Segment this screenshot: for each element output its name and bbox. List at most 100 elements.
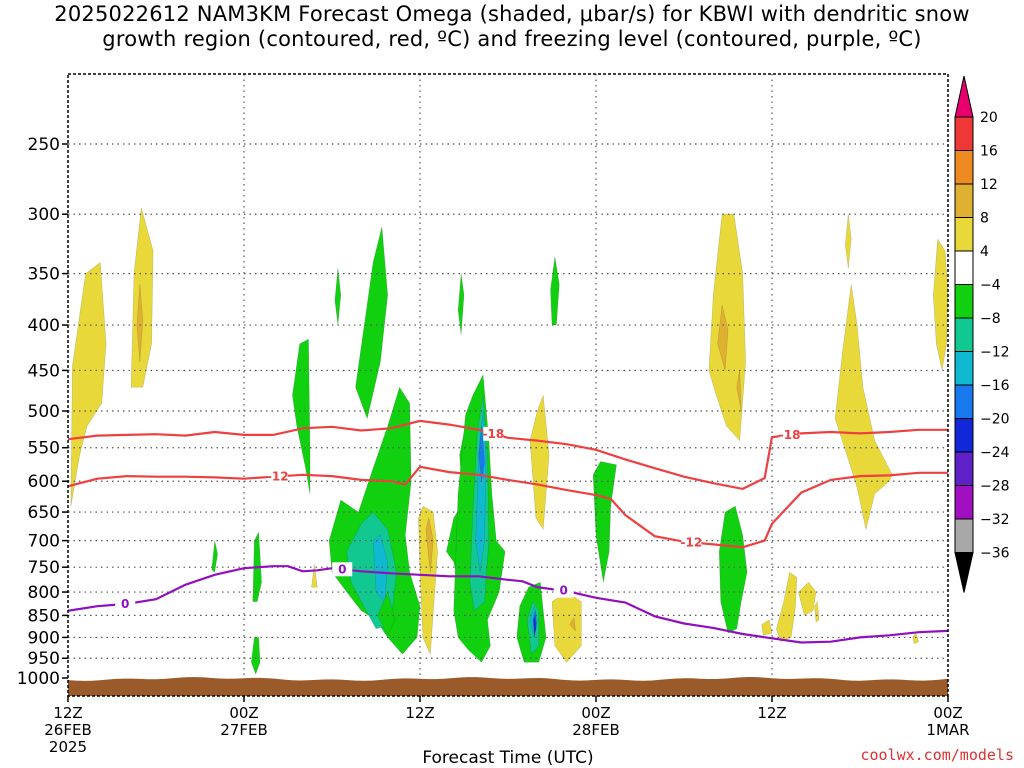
omega-region-13	[377, 591, 396, 636]
terrain-ground	[68, 677, 948, 696]
colorbar-label: −12	[980, 345, 1010, 361]
colorbar-label: −28	[980, 479, 1010, 495]
omega-region-2	[136, 284, 144, 362]
contour-label-bg	[332, 562, 353, 577]
y-tick-label: 900	[28, 628, 60, 648]
omega-region-40	[814, 600, 820, 623]
omega-region-28	[533, 615, 537, 636]
colorbar-box	[954, 518, 974, 553]
x-tick-label: 12Z	[405, 704, 434, 722]
omega-region-6	[311, 564, 318, 588]
colorbar-box	[954, 351, 974, 386]
y-tick-label: 800	[28, 583, 60, 603]
omega-region-30	[569, 617, 576, 632]
colorbar-label: −36	[980, 546, 1010, 562]
colorbar-box	[954, 384, 974, 419]
colorbar-box	[954, 183, 974, 218]
omega-region-39	[798, 582, 817, 616]
pressure-axis: 2503003504004505005506006507007508008509…	[17, 135, 68, 689]
plot-background	[68, 74, 948, 696]
omega-region-8	[334, 268, 342, 326]
y-tick-label: 500	[28, 402, 60, 422]
omega-region-34	[717, 305, 729, 371]
colorbar-box	[954, 284, 974, 319]
contour-label-bg	[267, 469, 288, 484]
colorbar-label: −8	[980, 311, 1001, 327]
colorbar-box	[954, 451, 974, 486]
y-tick-label: 700	[28, 532, 60, 552]
contour-label-dendritic: -18	[482, 427, 504, 441]
x-tick-label: 00Z	[581, 704, 610, 722]
x-tick-label: 12Z	[53, 704, 82, 722]
x-axis-title: Forecast Time (UTC)	[422, 748, 593, 768]
ground-strip	[68, 677, 948, 696]
omega-region-36	[718, 505, 748, 634]
omega-region-38	[776, 571, 798, 642]
x-tick-label: 26FEB	[44, 721, 91, 739]
x-tick-label: 1MAR	[926, 721, 969, 739]
x-tick-label: 27FEB	[220, 721, 267, 739]
y-tick-label: 600	[28, 472, 60, 492]
colorbar-label: 16	[980, 144, 998, 160]
contour-label-dendritic: -12	[680, 535, 702, 549]
colorbar-box	[954, 485, 974, 520]
colorbar-box	[954, 150, 974, 185]
y-tick-label: 1000	[17, 669, 60, 689]
x-tick-label: 2025	[49, 738, 87, 756]
y-tick-label: 550	[28, 439, 60, 459]
contour-label-freezing: 0	[121, 597, 129, 611]
colorbar-label: 12	[980, 177, 998, 193]
omega-region-22	[478, 426, 485, 482]
y-tick-label: 250	[28, 135, 60, 155]
omega-region-15	[425, 517, 434, 573]
y-tick-label: 750	[28, 558, 60, 578]
x-tick-label: 28FEB	[572, 721, 619, 739]
colorbar: 20 16 12 8 4 −4 −8 −12 −16 −20 −24 −28 −32 −36	[954, 75, 1010, 593]
freezing-contour-0	[68, 565, 948, 644]
contour-label-dendritic: -18	[779, 428, 801, 442]
omega-region-12	[372, 534, 388, 603]
y-tick-label: 400	[28, 316, 60, 336]
colorbar-box	[954, 317, 974, 352]
colorbar-label: −32	[980, 512, 1010, 528]
contour-label-bg	[779, 427, 800, 442]
contour-label-freezing: 0	[338, 562, 346, 576]
y-tick-label: 450	[28, 361, 60, 381]
chart-title: 2025022612 NAM3KM Forecast Omega (shaded…	[0, 2, 1024, 52]
colorbar-label: 20	[980, 110, 998, 126]
credit-text: coolwx.com/models	[860, 746, 1014, 764]
contour-label-freezing: 0	[560, 584, 568, 598]
plot-border	[67, 73, 949, 697]
gridlines	[68, 74, 948, 678]
omega-region-32	[592, 461, 617, 583]
contour-lines: -18 -18 -12 -12 0 0 0	[68, 419, 948, 644]
y-tick-label: 850	[28, 606, 60, 626]
omega-region-9	[355, 226, 388, 420]
chart-title-line2: growth region (contoured, red, ºC) and f…	[102, 27, 922, 51]
colorbar-label: −16	[980, 378, 1010, 394]
omega-region-37	[761, 619, 773, 636]
colorbar-box	[954, 418, 974, 453]
colorbar-label: 8	[980, 211, 989, 227]
y-tick-label: 950	[28, 649, 60, 669]
chart-title-line1: 2025022612 NAM3KM Forecast Omega (shaded…	[54, 2, 970, 26]
colorbar-box	[954, 116, 974, 151]
omega-region-23	[529, 395, 550, 531]
plot-frame	[67, 73, 949, 697]
contour-label-bg	[483, 426, 504, 441]
contour-label-bg	[115, 597, 136, 612]
omega-shading	[70, 207, 948, 675]
y-tick-label: 650	[28, 503, 60, 523]
omega-region-7	[292, 338, 311, 494]
omega-region-17	[457, 273, 465, 335]
dendritic-contour--12	[68, 465, 948, 549]
colorbar-label: −20	[980, 412, 1010, 428]
omega-region-44	[912, 632, 919, 645]
omega-region-3	[211, 540, 218, 573]
x-tick-label: 00Z	[229, 704, 258, 722]
colorbar-label: 4	[980, 244, 989, 260]
contour-label-bg	[553, 583, 574, 598]
colorbar-label: −4	[980, 278, 1001, 294]
omega-region-0	[70, 262, 107, 507]
